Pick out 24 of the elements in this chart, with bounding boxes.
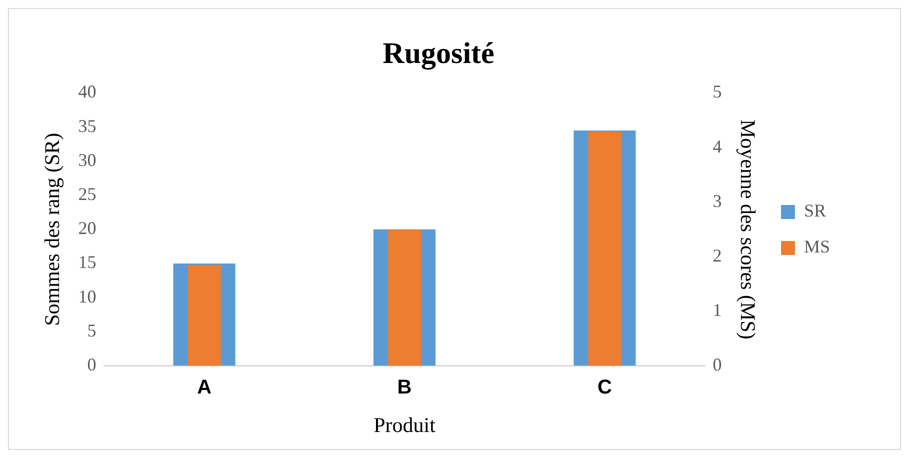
y-tick-label: 10 (78, 286, 96, 306)
y2-tick-label: 5 (712, 82, 722, 102)
y-tick-label: 25 (78, 184, 96, 204)
y2-tick-label: 2 (712, 245, 722, 266)
legend-label: SR (804, 200, 826, 221)
legend-label: MS (804, 236, 830, 257)
chart-title: Rugosité (382, 36, 494, 70)
x-tick-label: B (397, 376, 412, 398)
y2-axis-title: Moyenne des scores (MS) (736, 119, 760, 340)
x-axis-title: Produit (374, 412, 436, 437)
y-tick-label: 40 (78, 82, 96, 102)
y2-tick-label: 0 (712, 354, 722, 375)
y-axis-title: Sommes des rang (SR) (40, 132, 64, 326)
y2-tick-label: 3 (712, 190, 722, 211)
y-tick-label: 20 (78, 218, 96, 238)
y2-tick-label: 1 (712, 300, 722, 320)
y-tick-label: 35 (78, 116, 96, 136)
y-tick-label: 0 (87, 354, 96, 375)
x-tick-label: A (197, 376, 212, 398)
y-tick-label: 5 (87, 320, 96, 340)
y-tick-label: 15 (78, 252, 96, 272)
y-tick-label: 30 (78, 150, 96, 170)
x-tick-label: C (597, 376, 612, 398)
y2-tick-label: 4 (712, 136, 722, 156)
